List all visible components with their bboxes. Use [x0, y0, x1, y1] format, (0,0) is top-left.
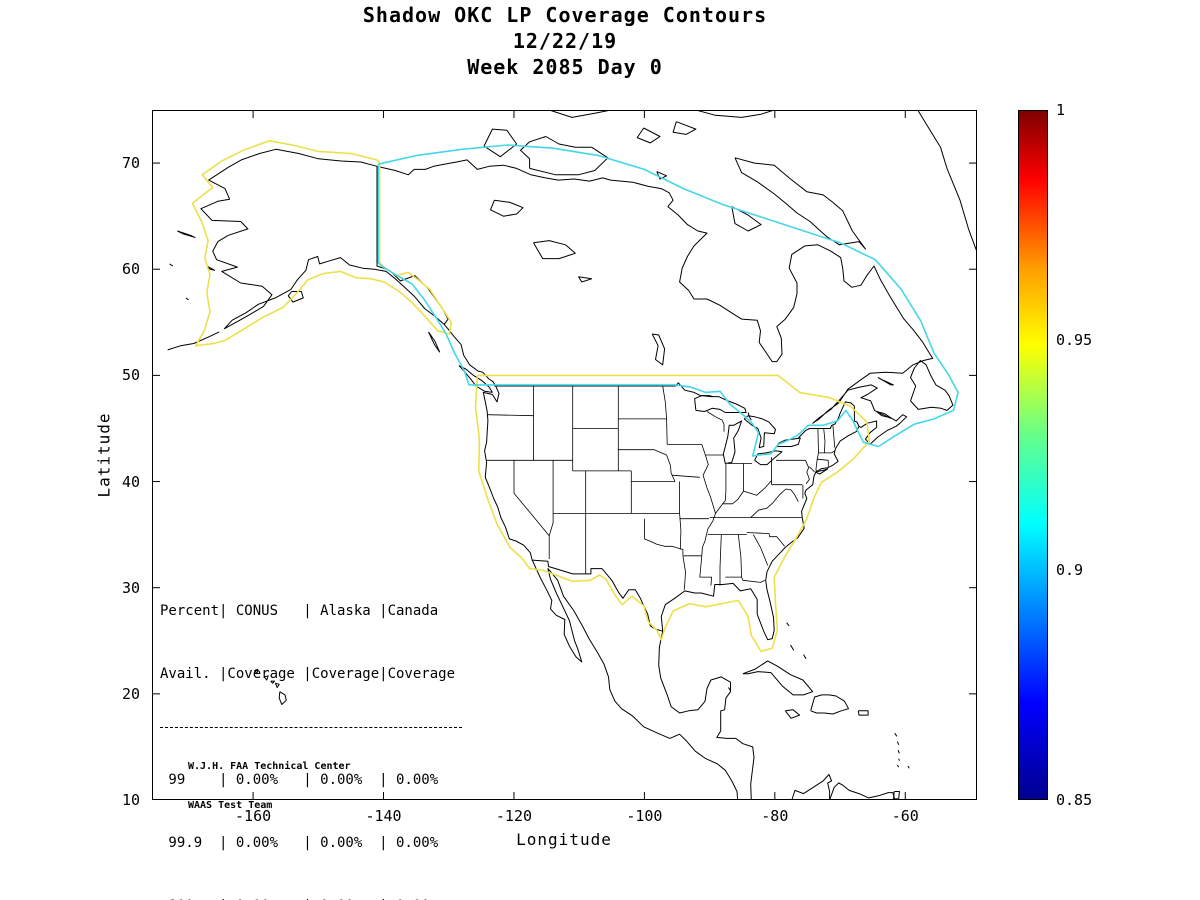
colorbar-tick-label: 0.9	[1056, 561, 1084, 579]
y-tick-label: 40	[121, 472, 140, 491]
coastline-paths	[167, 110, 977, 800]
international-border-paths	[494, 382, 860, 632]
y-tick-label: 10	[121, 791, 140, 809]
title-line-2: 12/22/19	[512, 29, 618, 53]
credit-text: W.J.H. FAA Technical Center WAAS Test Te…	[188, 734, 351, 838]
credit-line-1: W.J.H. FAA Technical Center	[188, 761, 351, 772]
x-tick-label: -120	[495, 807, 533, 825]
x-tick-label: -80	[761, 807, 789, 825]
x-tick-label: -100	[626, 807, 663, 825]
colorbar-tick-label: 0.85	[1056, 791, 1093, 809]
coverage-table-row: 100 | 0.00% | 0.00% | 0.00%	[160, 896, 462, 900]
x-tick-label: -140	[365, 807, 402, 825]
credit-line-2: WAAS Test Team	[188, 800, 273, 811]
axis-ticks	[153, 111, 976, 800]
coverage-map	[152, 110, 977, 800]
state-border-paths	[486, 385, 836, 590]
coverage-table-row: 99.9 | 0.00% | 0.00% | 0.00%	[160, 835, 439, 851]
map-plot-area: Percent| CONUS | Alaska |Canada Avail. |…	[152, 110, 977, 900]
y-tick-label: 50	[121, 366, 140, 385]
x-tick-label: -160	[235, 807, 272, 825]
figure-title: Shadow OKC LP Coverage Contours 12/22/19…	[152, 2, 978, 80]
axes-frame	[152, 110, 977, 800]
coverage-table-row: 99 | 0.00% | 0.00% | 0.00%	[160, 772, 439, 788]
canada-coverage-contour	[377, 144, 959, 457]
colorbar	[1018, 110, 1048, 800]
coverage-table-header-1: Percent| CONUS | Alaska |Canada	[160, 603, 439, 619]
y-tick-label: 30	[121, 578, 140, 597]
title-line-1: Shadow OKC LP Coverage Contours	[362, 3, 768, 27]
y-tick-label: 20	[121, 684, 140, 703]
conus-alaska-coverage-contour	[191, 139, 871, 653]
x-tick-label: -60	[891, 807, 919, 825]
colorbar-tick-label: 0.95	[1056, 331, 1093, 349]
y-tick-label: 70	[121, 154, 140, 173]
coverage-table-header-2: Avail. |Coverage |Coverage|Coverage	[160, 666, 456, 682]
x-axis-label: Longitude	[516, 830, 612, 849]
title-line-3: Week 2085 Day 0	[467, 55, 663, 79]
colorbar-tick-label: 1	[1056, 101, 1066, 119]
colorbar-gradient	[1019, 111, 1047, 799]
coverage-table-divider	[160, 727, 462, 728]
coverage-table: Percent| CONUS | Alaska |Canada Avail. |…	[160, 559, 462, 900]
y-tick-label: 60	[121, 260, 140, 279]
